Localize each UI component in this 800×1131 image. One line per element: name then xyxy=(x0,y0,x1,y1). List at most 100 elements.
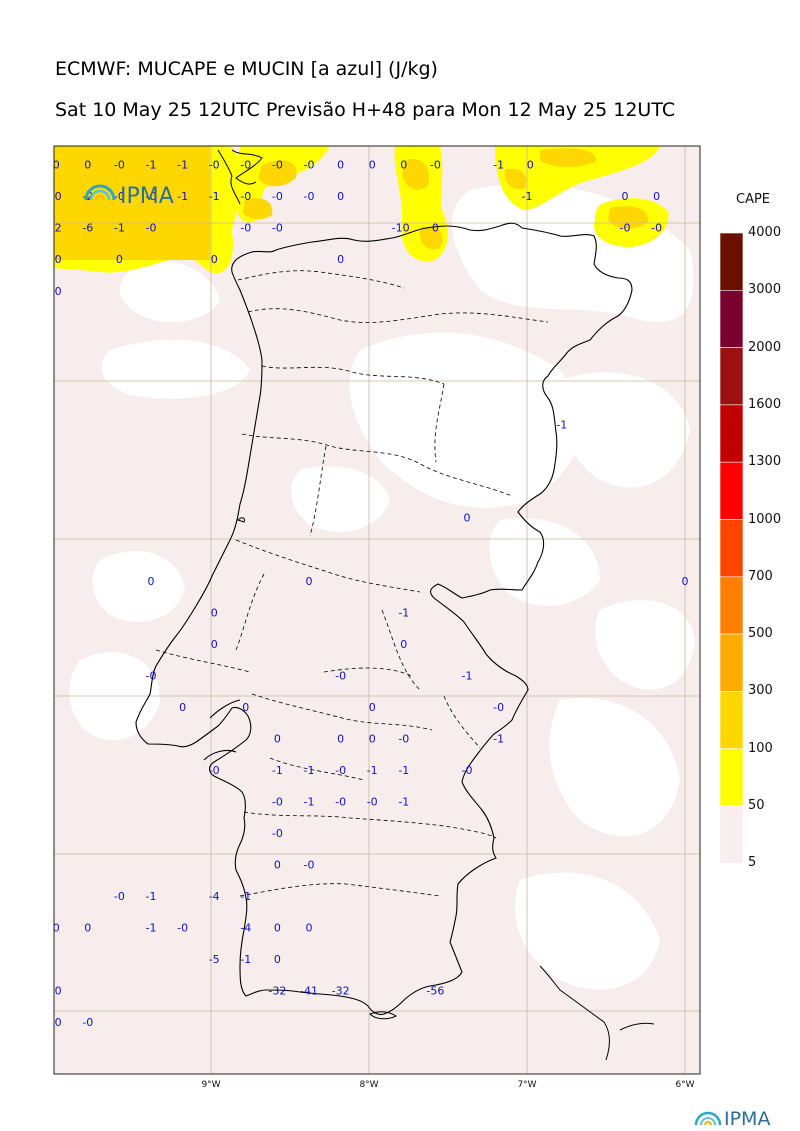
colorbar-tick-label: 500 xyxy=(748,626,773,642)
colorbar-tick-label: 1000 xyxy=(748,511,782,527)
lat-tick-labels: 42°N 41°N 40°N 39°N 38°N 37°N xyxy=(26,220,49,1018)
cin-value: -0 xyxy=(304,190,315,203)
lon-label-6w: 6°W xyxy=(675,1080,694,1090)
cin-value: -0 xyxy=(240,190,251,203)
cin-value: 0 xyxy=(432,222,439,235)
cin-value: -0 xyxy=(51,285,62,298)
cin-value: -0 xyxy=(114,159,125,172)
cin-value: -1 xyxy=(398,764,409,777)
cin-value: -0 xyxy=(335,795,346,808)
colorbar-tick-label: 1300 xyxy=(748,454,782,470)
cin-value: 0 xyxy=(653,190,660,203)
footer-logo-text: IPMA xyxy=(724,1108,770,1129)
graticule xyxy=(54,146,700,1074)
cin-value: 0 xyxy=(527,159,534,172)
lon-tick-labels: 9°W 8°W 7°W 6°W xyxy=(201,1080,694,1090)
cape-100-contours xyxy=(54,146,649,260)
cape-low-patches xyxy=(69,183,695,990)
cin-value: 0 xyxy=(211,638,218,651)
colorbar-swatch xyxy=(719,232,744,291)
cin-value: -1 xyxy=(240,953,251,966)
lon-label-9w: 9°W xyxy=(201,1080,220,1090)
cin-value: -5 xyxy=(209,953,220,966)
cin-value: -0 xyxy=(51,985,62,998)
colorbar-swatch xyxy=(719,461,744,520)
cin-value: 0 xyxy=(400,638,407,651)
cin-value: -1 xyxy=(114,222,125,235)
cin-value: -0 xyxy=(240,222,251,235)
cin-value: 0 xyxy=(464,512,471,525)
cin-value: 0 xyxy=(369,159,376,172)
cin-value: -1 xyxy=(272,764,283,777)
cin-value: -0 xyxy=(51,253,62,266)
cin-value: 0 xyxy=(84,922,91,935)
cin-value: -0 xyxy=(146,222,157,235)
spain-coast-outline-east xyxy=(619,1022,655,1031)
cin-value: -0 xyxy=(114,190,125,203)
cin-value: -1 xyxy=(398,795,409,808)
cin-value: 0 xyxy=(337,190,344,203)
cin-value: -1 xyxy=(367,764,378,777)
cin-value: 0 xyxy=(211,606,218,619)
cin-value: -0 xyxy=(335,669,346,682)
cin-value: 0 xyxy=(148,575,155,588)
lat-label-39: 39°N xyxy=(26,693,49,703)
cin-value: -32 xyxy=(268,985,286,998)
cin-value: -1 xyxy=(177,159,188,172)
ipma-arc-icon xyxy=(84,184,116,201)
cin-value: -10 xyxy=(392,222,410,235)
colorbar-tick-label: 50 xyxy=(748,798,765,813)
cin-value: -4 xyxy=(209,890,220,903)
cin-value: 0 xyxy=(306,575,313,588)
colorbar-tick-label: 700 xyxy=(748,568,773,584)
galicia-coast-outline-2 xyxy=(217,149,241,205)
lat-label-41: 41°N xyxy=(26,378,49,388)
cin-value: -1 xyxy=(146,890,157,903)
cin-value: 0 xyxy=(211,253,218,266)
cin-value: -0 xyxy=(620,222,631,235)
colorbar-swatch xyxy=(719,805,744,864)
cin-value: 0 xyxy=(274,922,281,935)
cin-value: 0 xyxy=(369,701,376,714)
cin-value: -0 xyxy=(272,159,283,172)
lat-label-37: 37°N xyxy=(26,1008,49,1018)
cin-value: -32 xyxy=(332,985,350,998)
tagus-estuary xyxy=(209,699,241,719)
colorbar-title: CAPE xyxy=(736,192,771,207)
cin-value: -1 xyxy=(240,890,251,903)
cin-value: 0 xyxy=(116,253,123,266)
sado-estuary xyxy=(203,749,237,761)
colorbar-swatch xyxy=(719,576,744,635)
cin-value: -0 xyxy=(651,222,662,235)
map-logo-text: IPMA xyxy=(120,184,174,209)
cin-value: 0 xyxy=(274,858,281,871)
colorbar-tick-label: 5 xyxy=(748,855,757,871)
cin-value: -0 xyxy=(272,190,283,203)
colorbar-swatch xyxy=(719,633,744,692)
ipma-arc-icon xyxy=(694,1111,722,1126)
cin-value: -0 xyxy=(398,732,409,745)
cin-value: -0 xyxy=(82,1016,93,1029)
colorbar-tick-label: 2000 xyxy=(748,339,782,355)
cin-value: 0 xyxy=(337,253,344,266)
cin-value: -0 xyxy=(430,159,441,172)
colorbar-swatch xyxy=(719,691,744,750)
galicia-coast-outline xyxy=(231,149,263,185)
cin-value: -0 xyxy=(146,669,157,682)
cin-value: -6 xyxy=(82,222,93,235)
lat-label-38: 38°N xyxy=(26,851,49,861)
cin-value: -41 xyxy=(300,985,318,998)
cin-value: -1 xyxy=(493,732,504,745)
cin-value: 0 xyxy=(682,575,689,588)
cin-value: -0 xyxy=(209,764,220,777)
colorbar-tick-label: 1600 xyxy=(748,396,782,412)
cin-value: 0 xyxy=(337,732,344,745)
cin-value: -1 xyxy=(209,190,220,203)
cin-value: -0 xyxy=(51,190,62,203)
cin-value: -1 xyxy=(304,795,315,808)
map-frame xyxy=(53,145,701,1075)
cin-value: -0 xyxy=(240,159,251,172)
cin-value: 0 xyxy=(84,159,91,172)
cin-value: -0 xyxy=(367,795,378,808)
